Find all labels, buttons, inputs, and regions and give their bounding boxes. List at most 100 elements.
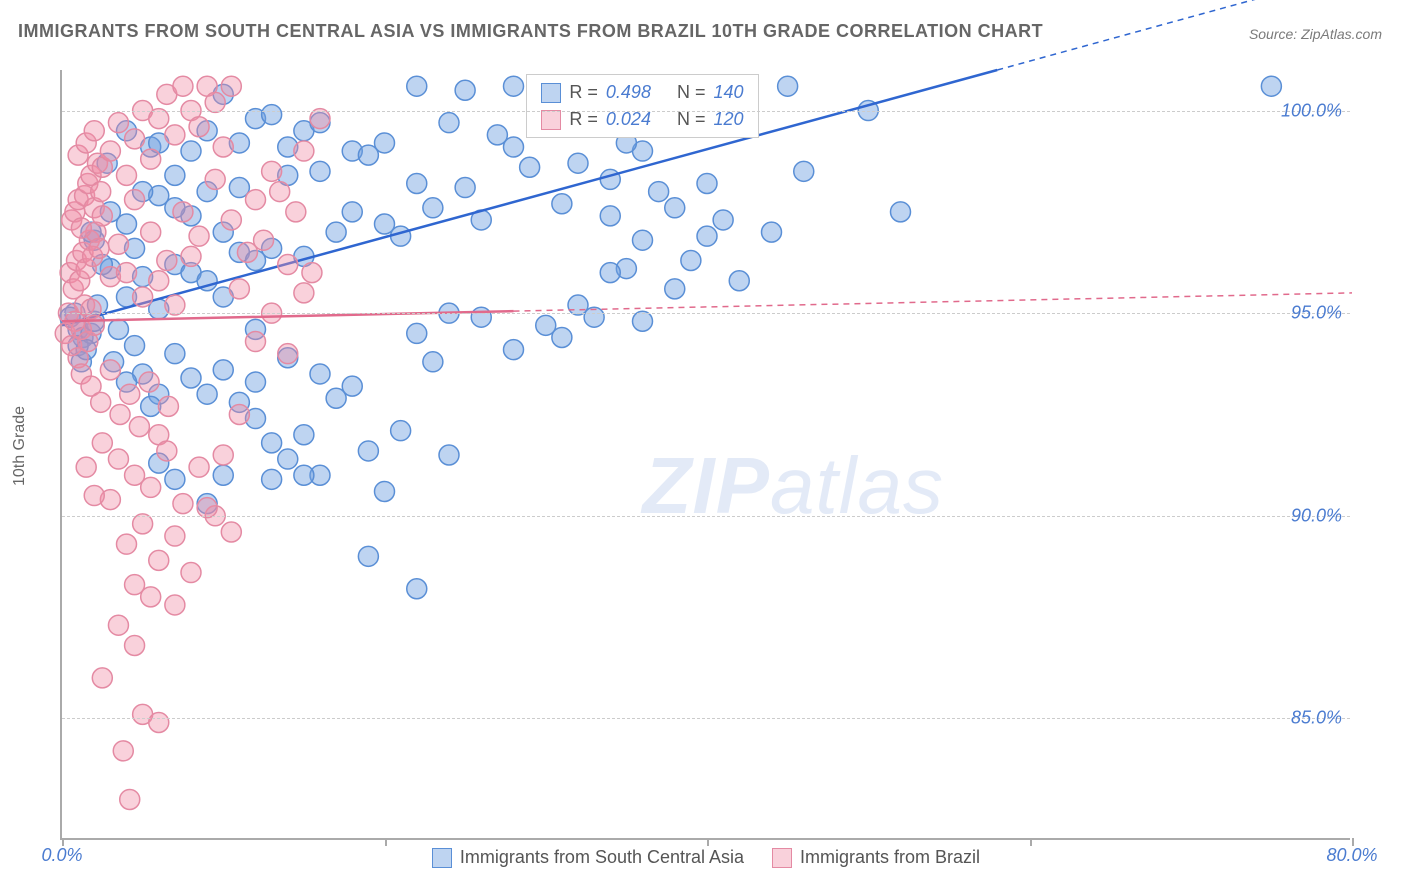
data-point — [794, 161, 814, 181]
data-point — [254, 230, 274, 250]
data-point — [246, 332, 266, 352]
legend-n-value-1: 120 — [713, 109, 743, 130]
data-point — [149, 712, 169, 732]
data-point — [165, 295, 185, 315]
data-point — [262, 105, 282, 125]
data-point — [110, 404, 130, 424]
data-point — [129, 417, 149, 437]
correlation-legend: R = 0.498 N = 140 R = 0.024 N = 120 — [526, 74, 758, 138]
data-point — [108, 449, 128, 469]
data-point — [157, 250, 177, 270]
legend-item-series-1: Immigrants from Brazil — [772, 847, 980, 868]
data-point — [342, 376, 362, 396]
data-point — [358, 546, 378, 566]
legend-item-series-0: Immigrants from South Central Asia — [432, 847, 744, 868]
data-point — [181, 141, 201, 161]
data-point — [108, 319, 128, 339]
data-point — [108, 234, 128, 254]
data-point — [165, 526, 185, 546]
data-point — [407, 76, 427, 96]
data-point — [729, 271, 749, 291]
legend-n-value-0: 140 — [713, 82, 743, 103]
data-point — [262, 433, 282, 453]
data-point — [375, 133, 395, 153]
data-point — [697, 173, 717, 193]
data-point — [113, 741, 133, 761]
data-point — [423, 198, 443, 218]
data-point — [91, 182, 111, 202]
data-point — [455, 178, 475, 198]
data-point — [270, 182, 290, 202]
data-point — [189, 457, 209, 477]
data-point — [310, 161, 330, 181]
gridline — [62, 111, 1350, 112]
swatch-icon — [772, 848, 792, 868]
data-point — [125, 336, 145, 356]
data-point — [229, 404, 249, 424]
data-point — [197, 498, 217, 518]
data-point — [108, 113, 128, 133]
data-point — [221, 210, 241, 230]
data-point — [158, 396, 178, 416]
data-point — [697, 226, 717, 246]
data-point — [120, 789, 140, 809]
data-point — [294, 141, 314, 161]
data-point — [584, 307, 604, 327]
data-point — [649, 182, 669, 202]
source-name: ZipAtlas.com — [1301, 26, 1382, 42]
data-point — [246, 372, 266, 392]
data-point — [221, 522, 241, 542]
data-point — [205, 169, 225, 189]
data-point — [173, 202, 193, 222]
data-point — [141, 222, 161, 242]
data-point — [665, 198, 685, 218]
data-point — [165, 595, 185, 615]
data-point — [391, 226, 411, 246]
data-point — [157, 441, 177, 461]
x-tick-mark — [385, 838, 387, 846]
legend-r-label: R = — [569, 82, 598, 103]
data-point — [189, 226, 209, 246]
data-point — [262, 161, 282, 181]
header-bar: IMMIGRANTS FROM SOUTH CENTRAL ASIA VS IM… — [0, 0, 1406, 46]
data-point — [302, 263, 322, 283]
data-point — [84, 486, 104, 506]
data-point — [100, 141, 120, 161]
data-point — [213, 445, 233, 465]
data-point — [407, 323, 427, 343]
plot-area: ZIPatlas R = 0.498 N = 140 R = 0.024 N =… — [60, 70, 1350, 840]
data-point — [504, 340, 524, 360]
data-point — [229, 279, 249, 299]
x-tick-mark — [707, 838, 709, 846]
data-point — [197, 384, 217, 404]
data-point — [117, 263, 137, 283]
data-point — [310, 109, 330, 129]
y-tick-label: 100.0% — [1281, 100, 1342, 121]
data-point — [125, 129, 145, 149]
data-point — [181, 563, 201, 583]
data-point — [455, 80, 475, 100]
data-point — [407, 579, 427, 599]
series-legend: Immigrants from South Central Asia Immig… — [62, 847, 1350, 868]
data-point — [1261, 76, 1281, 96]
data-point — [84, 315, 104, 335]
data-point — [278, 344, 298, 364]
data-point — [213, 137, 233, 157]
x-tick-label: 80.0% — [1326, 845, 1377, 866]
data-point — [173, 76, 193, 96]
data-point — [165, 344, 185, 364]
data-point — [278, 255, 298, 275]
data-point — [262, 469, 282, 489]
data-point — [120, 384, 140, 404]
data-point — [633, 230, 653, 250]
data-point — [165, 125, 185, 145]
legend-n-label: N = — [677, 82, 706, 103]
x-tick-mark — [1030, 838, 1032, 846]
data-point — [125, 635, 145, 655]
x-tick-label: 0.0% — [41, 845, 82, 866]
data-point — [189, 117, 209, 137]
data-point — [205, 92, 225, 112]
data-point — [568, 153, 588, 173]
gridline — [62, 516, 1350, 517]
data-point — [141, 149, 161, 169]
